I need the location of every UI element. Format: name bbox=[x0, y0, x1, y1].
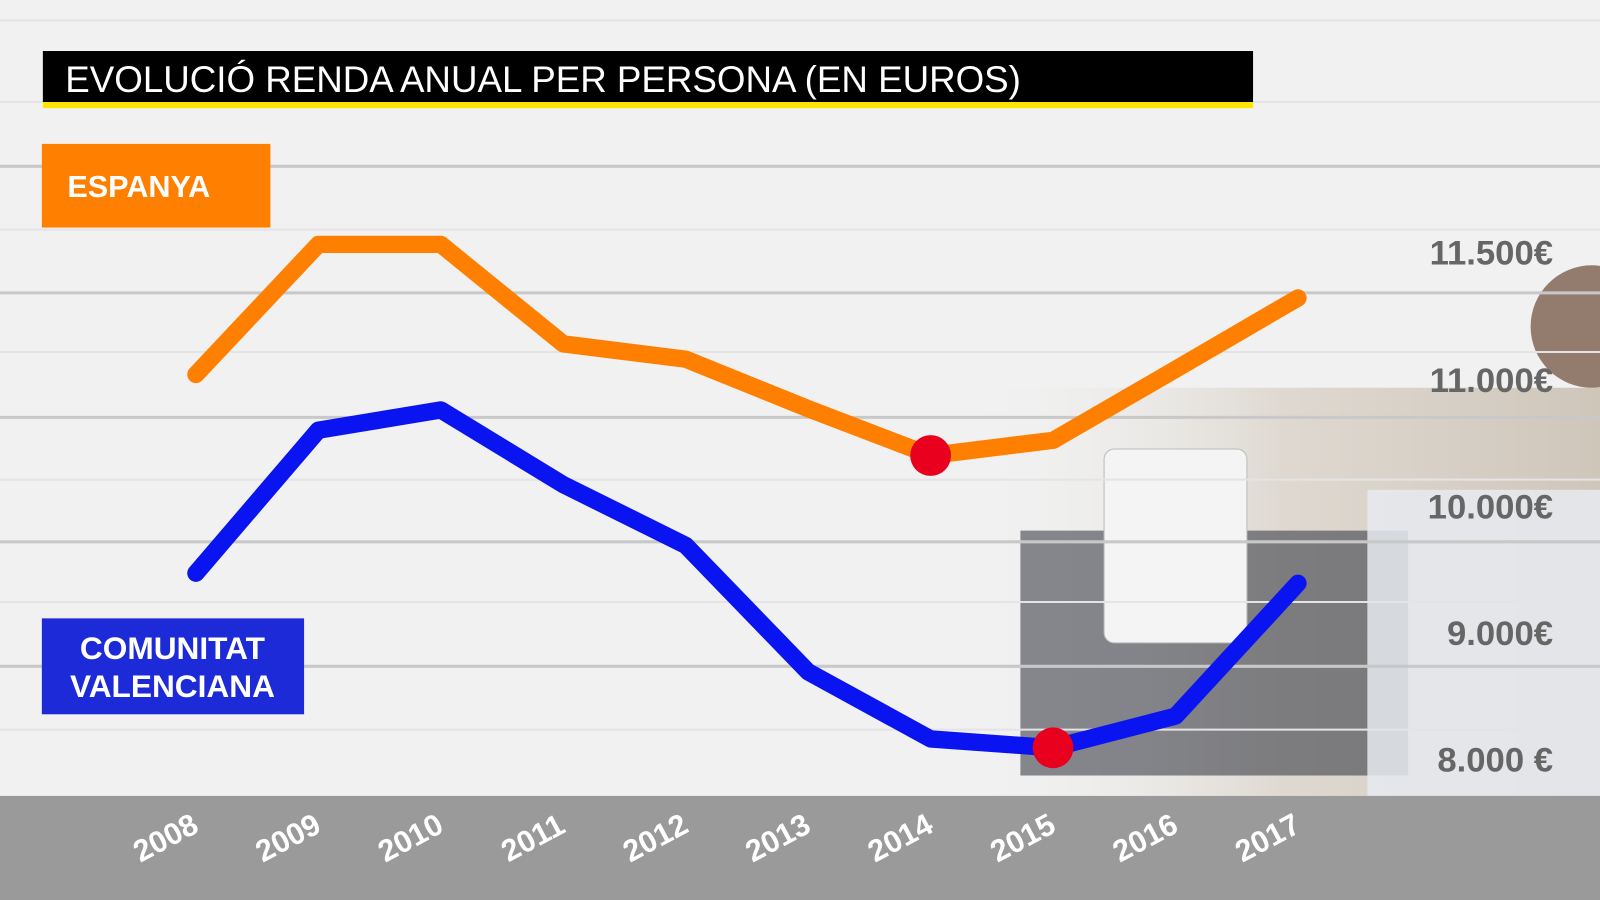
title-banner: EVOLUCIÓ RENDA ANUAL PER PERSONA (EN EUR… bbox=[42, 51, 1254, 109]
data-point bbox=[194, 572, 197, 575]
data-point bbox=[1174, 715, 1177, 718]
legend-espanya: ESPANYA bbox=[41, 143, 271, 228]
y-tick-label: 9.000€ bbox=[1447, 615, 1553, 653]
data-point bbox=[439, 243, 442, 246]
legend-label-line: VALENCIANA bbox=[70, 668, 275, 704]
legend-label-line: COMUNITAT bbox=[80, 630, 265, 666]
series-lines bbox=[187, 235, 1307, 769]
y-tick-label: 10.000€ bbox=[1428, 488, 1553, 526]
data-point bbox=[684, 358, 687, 361]
y-tick-label: 11.500€ bbox=[1430, 234, 1553, 272]
legend-valenciana: COMUNITAT VALENCIANA bbox=[41, 618, 305, 715]
data-point bbox=[929, 737, 932, 740]
chart-title: EVOLUCIÓ RENDA ANUAL PER PERSONA (EN EUR… bbox=[65, 59, 1021, 100]
data-point bbox=[562, 342, 565, 345]
data-point bbox=[317, 429, 320, 432]
y-axis: 11.500€ 11.000€ 10.000€ 9.000€ 8.000 € bbox=[1428, 234, 1553, 779]
legend-label-valenciana: COMUNITAT VALENCIANA bbox=[70, 630, 275, 704]
data-point bbox=[1174, 368, 1177, 371]
data-point bbox=[317, 243, 320, 246]
data-point bbox=[807, 407, 810, 410]
data-point bbox=[807, 670, 810, 673]
legend-label-espanya: ESPANYA bbox=[67, 170, 210, 204]
data-point bbox=[439, 408, 442, 411]
series-line-0 bbox=[187, 235, 1307, 465]
data-point bbox=[1296, 296, 1299, 299]
x-axis-band bbox=[0, 795, 1600, 900]
data-point bbox=[194, 373, 197, 376]
highlight-marker bbox=[910, 435, 952, 476]
series-line-1 bbox=[187, 401, 1307, 757]
data-point bbox=[1296, 582, 1299, 585]
y-tick-label: 11.000€ bbox=[1430, 362, 1553, 400]
y-tick-label: 8.000 € bbox=[1437, 741, 1553, 779]
data-point bbox=[562, 483, 565, 486]
highlight-marker bbox=[1032, 727, 1074, 769]
data-point bbox=[684, 544, 687, 547]
data-point bbox=[1052, 439, 1055, 442]
